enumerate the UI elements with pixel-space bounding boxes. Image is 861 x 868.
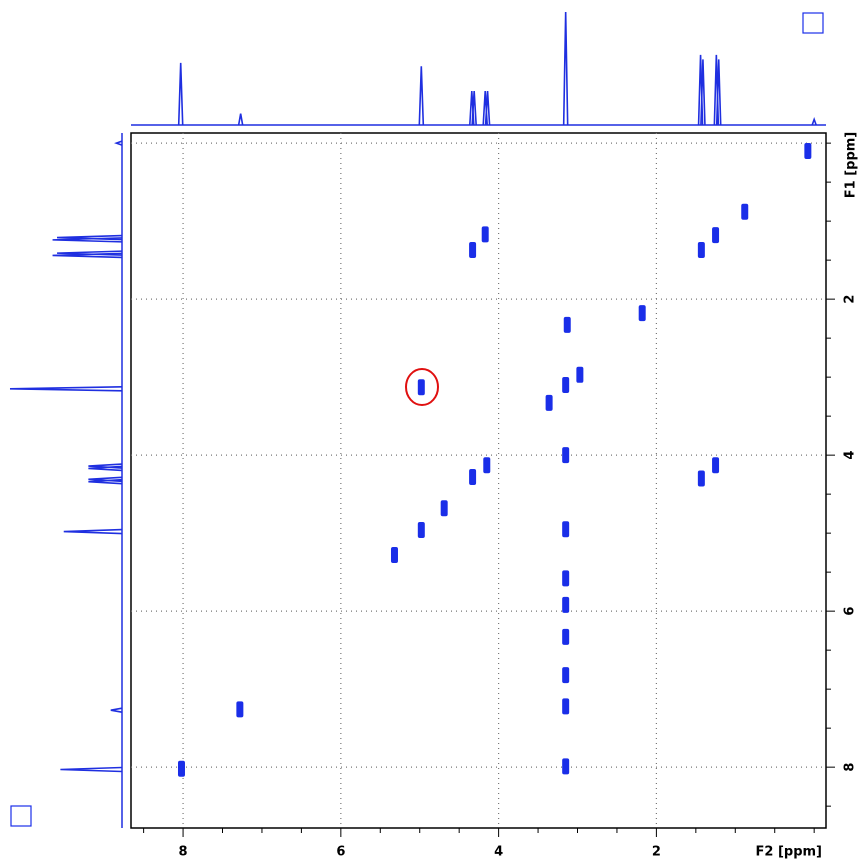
cross-peak (236, 701, 244, 718)
corner-box[interactable] (10, 805, 32, 827)
y-tick-label: 6 (843, 607, 858, 616)
cross-peak (545, 394, 553, 411)
cross-peak (712, 457, 720, 474)
left-projection-peak (88, 476, 123, 483)
cross-peak (562, 570, 570, 587)
left-projection-peak (110, 707, 123, 714)
top-projection-peak (177, 62, 184, 126)
cross-peak (741, 203, 749, 220)
left-projection-peak (88, 463, 123, 469)
cross-peak (440, 500, 448, 517)
cross-peak (697, 242, 705, 259)
cross-peak (562, 667, 570, 684)
top-projection-peak (418, 66, 425, 126)
cross-peak (804, 142, 812, 159)
left-projection-peak (60, 766, 123, 773)
cross-peak (469, 468, 477, 485)
cross-peak (562, 628, 570, 645)
x-tick-label: 4 (494, 845, 503, 860)
top-projection-peak (471, 91, 477, 126)
cross-peak (562, 376, 570, 393)
top-projection-peak (484, 91, 491, 126)
cross-peak (562, 521, 570, 538)
top-projection-peak (700, 59, 706, 126)
cross-peak (562, 698, 570, 715)
x-axis-label: F2 [ppm] (756, 845, 823, 860)
y-tick-label: 4 (843, 451, 858, 460)
cross-peak (390, 546, 398, 563)
top-projection-peak (715, 59, 722, 126)
y-tick-label: 8 (843, 763, 858, 772)
left-projection-peak (9, 386, 123, 392)
cross-peak (576, 366, 584, 383)
cross-peak (417, 379, 425, 396)
left-projection-peak (114, 140, 123, 146)
top-projection-peak (562, 11, 569, 126)
x-tick-label: 8 (179, 845, 188, 860)
plot-frame (130, 132, 827, 829)
cross-peak (483, 457, 491, 474)
y-tick-label: 2 (843, 295, 858, 304)
cross-peak (712, 227, 720, 244)
cross-peak (638, 305, 646, 322)
cross-peak (481, 226, 489, 243)
y-axis-label: F1 [ppm] (844, 132, 859, 199)
highlight-circle (405, 368, 439, 406)
left-projection-peak (57, 250, 123, 256)
cross-peak (562, 447, 570, 464)
cross-peak (562, 758, 570, 775)
corner-box[interactable] (802, 12, 824, 34)
cross-peak (417, 522, 425, 539)
cross-peak (177, 760, 185, 777)
left-projection-peak (63, 528, 123, 535)
top-projection-peak (237, 113, 244, 126)
left-projection-peak (57, 234, 123, 241)
cross-peak (469, 242, 477, 259)
top-projection-peak (811, 116, 817, 126)
x-tick-label: 2 (652, 845, 661, 860)
cross-peak (562, 596, 570, 613)
cross-peak (563, 316, 571, 333)
x-tick-label: 6 (336, 845, 345, 860)
cross-peak (697, 470, 705, 487)
